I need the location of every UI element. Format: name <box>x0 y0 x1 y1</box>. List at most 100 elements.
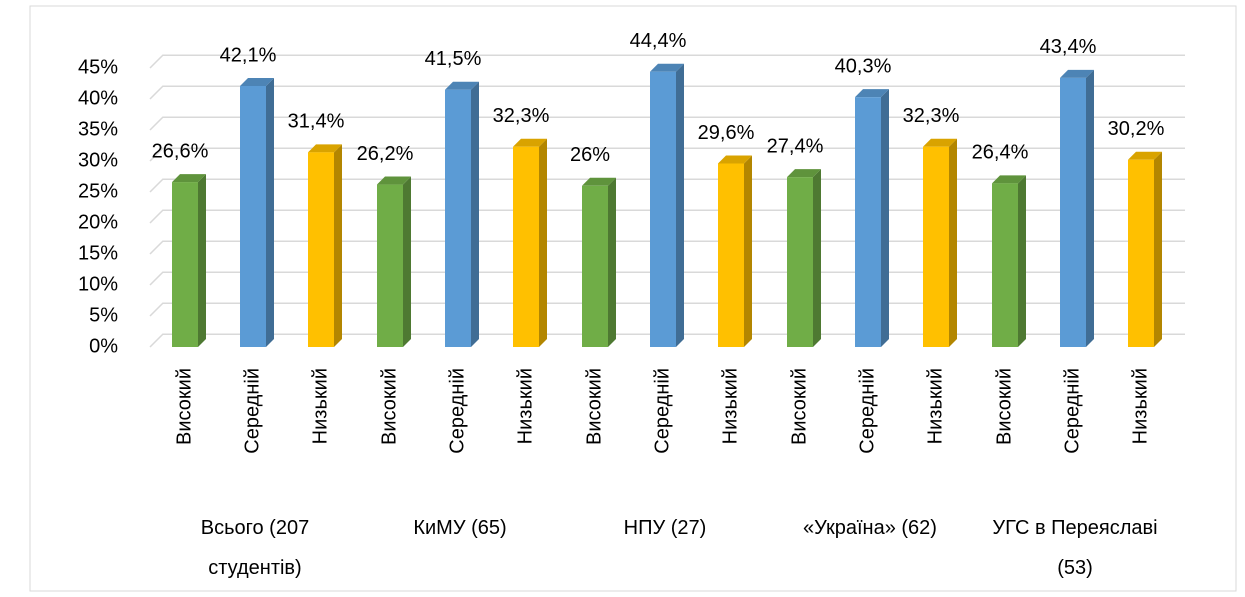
bar <box>172 182 198 347</box>
bar-top <box>923 138 957 147</box>
bar-category-label: Середній <box>651 368 673 454</box>
bar-category-label: Високий <box>173 368 195 445</box>
bar-top <box>1128 151 1162 160</box>
group-label: НПУ (27) <box>623 517 707 539</box>
bar-side <box>813 169 821 347</box>
data-label: 40,3% <box>835 55 892 77</box>
data-label: 43,4% <box>1040 36 1097 58</box>
y-tick-label: 30% <box>78 149 118 171</box>
bar-side <box>949 138 957 347</box>
bar <box>308 152 334 347</box>
grid-line <box>149 209 1185 224</box>
bar-side <box>676 63 684 347</box>
y-tick-label: 35% <box>78 118 118 140</box>
bar-top <box>240 77 274 86</box>
bar-top <box>513 138 547 147</box>
bar-category-label: Середній <box>1061 368 1083 454</box>
bar-top <box>650 63 684 72</box>
bar-top <box>787 169 821 178</box>
bar-side <box>1018 175 1026 347</box>
grid-line <box>149 240 1185 255</box>
bar-top <box>1060 69 1094 78</box>
bar-category-label: Високий <box>993 368 1015 445</box>
bar <box>855 97 881 347</box>
bar-top <box>582 177 616 186</box>
bar-category-label: Середній <box>446 368 468 454</box>
data-label: 44,4% <box>630 30 687 52</box>
data-label: 29,6% <box>698 122 755 144</box>
y-tick-label: 5% <box>89 304 118 326</box>
bar <box>240 85 266 347</box>
group-label: Всього (207 студентів) <box>200 517 310 579</box>
bar-top <box>377 176 411 185</box>
data-label: 31,4% <box>288 111 345 133</box>
bar-side <box>198 174 206 347</box>
bar-category-label: Низький <box>1129 368 1151 444</box>
bar-category-label: Середній <box>241 368 263 454</box>
frame <box>29 5 1237 592</box>
bar-side <box>403 176 411 347</box>
bar-side <box>1154 151 1162 347</box>
bar-category-label: Середній <box>856 368 878 454</box>
data-label: 32,3% <box>493 105 550 127</box>
grid-line <box>149 178 1185 193</box>
bar-side <box>334 144 342 347</box>
bar-top <box>172 174 206 183</box>
data-label: 26,4% <box>972 142 1029 164</box>
y-tick-label: 10% <box>78 273 118 295</box>
bar-category-label: Високий <box>788 368 810 445</box>
bar <box>582 185 608 347</box>
bar-side <box>471 81 479 347</box>
data-label: 41,5% <box>425 48 482 70</box>
group-label: «Україна» (62) <box>803 517 937 539</box>
bar <box>377 184 403 347</box>
grid-line <box>149 54 1185 69</box>
y-tick-label: 20% <box>78 211 118 233</box>
grid-line <box>149 116 1185 131</box>
group-label: УГС в Переяславі (53) <box>992 517 1158 579</box>
grid-line <box>149 302 1185 317</box>
bar-side <box>266 77 274 347</box>
grid-line <box>149 85 1185 100</box>
bar <box>1060 77 1086 348</box>
bar <box>923 146 949 347</box>
bar-category-label: Низький <box>309 368 331 444</box>
y-tick-label: 15% <box>78 242 118 264</box>
grid-line <box>149 333 1185 348</box>
data-label: 42,1% <box>220 44 277 66</box>
group-label: КиМУ (65) <box>413 517 507 539</box>
bar-top <box>992 175 1026 184</box>
y-tick-label: 45% <box>78 56 118 78</box>
bar-top <box>445 81 479 90</box>
data-label: 27,4% <box>767 135 824 157</box>
y-tick-label: 25% <box>78 180 118 202</box>
grid-line <box>149 271 1185 286</box>
bar-category-label: Низький <box>514 368 536 444</box>
bar-side <box>608 177 616 347</box>
bar <box>787 177 813 347</box>
bar <box>513 146 539 347</box>
bar <box>718 163 744 347</box>
bar-category-label: Низький <box>719 368 741 444</box>
grid-line <box>149 147 1185 162</box>
bar-side <box>744 155 752 347</box>
data-label: 26,6% <box>152 140 209 162</box>
bar-category-label: Високий <box>583 368 605 445</box>
bar-side <box>881 89 889 347</box>
data-label: 30,2% <box>1108 118 1165 140</box>
data-label: 26% <box>570 144 610 166</box>
data-label: 32,3% <box>903 105 960 127</box>
y-tick-label: 40% <box>78 87 118 109</box>
bar <box>650 71 676 347</box>
bar <box>992 183 1018 347</box>
y-tick-label: 0% <box>89 335 118 357</box>
bar-side <box>1086 69 1094 348</box>
bar-top <box>855 89 889 98</box>
bar-top <box>308 144 342 153</box>
bar-side <box>539 138 547 347</box>
bar-category-label: Високий <box>378 368 400 445</box>
bar-category-label: Низький <box>924 368 946 444</box>
bar <box>445 89 471 347</box>
